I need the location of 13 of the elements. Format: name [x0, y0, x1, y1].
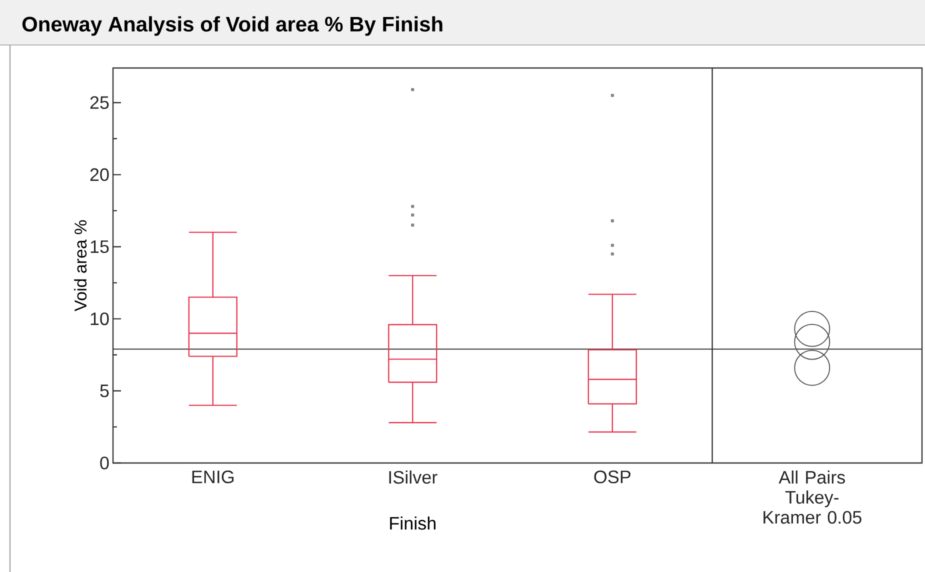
y-tick-label: 0 [100, 456, 109, 470]
x-tick-label: All Pairs Tukey-Kramer 0.05 [764, 470, 862, 524]
x-axis-title: Finish [390, 516, 436, 530]
y-tick-label: 5 [100, 384, 109, 398]
x-tick-label: ISilver [389, 470, 438, 484]
x-tick-label: OSP [594, 470, 630, 484]
x-tick-label: ENIG [192, 470, 234, 484]
chart-title: Oneway Analysis of Void area % By Finish [22, 16, 442, 36]
y-tick-label: 25 [90, 96, 109, 109]
y-tick-label: 15 [90, 240, 109, 254]
y-axis-title: Void area % [74, 220, 87, 312]
y-tick-label: 20 [90, 168, 109, 182]
y-tick-label: 10 [90, 312, 109, 326]
